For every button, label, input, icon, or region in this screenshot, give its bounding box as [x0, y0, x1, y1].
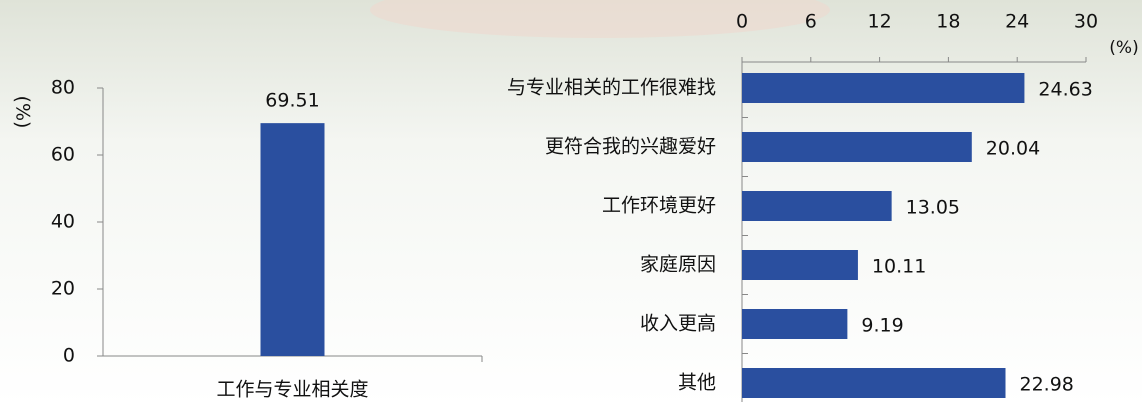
value-label: 22.98	[1020, 374, 1074, 396]
x-tick-label: 6	[805, 11, 817, 33]
x-tick-label: 工作与专业相关度	[216, 379, 368, 401]
y-axis-label: (%)	[12, 96, 34, 129]
y-tick-label: 20	[51, 278, 75, 300]
bar	[742, 250, 858, 280]
y-tick-label: 60	[51, 144, 75, 166]
bar	[260, 123, 325, 356]
value-label: 13.05	[906, 197, 960, 219]
y-tick-label: 0	[63, 345, 75, 367]
bar	[742, 132, 972, 162]
bar	[742, 191, 892, 221]
background-decoration	[370, 0, 830, 38]
x-tick-label: 0	[736, 11, 748, 33]
y-tick-label: 与专业相关的工作很难找	[507, 77, 716, 99]
y-tick-label: 收入更高	[640, 313, 716, 335]
y-tick-label: 工作环境更好	[602, 195, 716, 217]
value-label: 9.19	[861, 315, 903, 337]
bar	[742, 73, 1025, 103]
x-tick-label: 18	[936, 11, 960, 33]
y-tick-label: 家庭原因	[640, 254, 716, 276]
y-tick-label: 更符合我的兴趣爱好	[545, 136, 716, 158]
x-tick-label: 12	[868, 11, 892, 33]
y-tick-label: 其他	[678, 372, 716, 394]
x-axis-label: (%)	[1109, 38, 1138, 58]
value-label: 24.63	[1038, 79, 1092, 101]
bar	[742, 368, 1006, 398]
y-tick-label: 80	[51, 77, 75, 99]
bar	[742, 309, 848, 339]
x-tick-label: 24	[1005, 11, 1029, 33]
value-label: 69.51	[265, 90, 319, 112]
y-tick-label: 40	[51, 211, 75, 233]
value-label: 10.11	[872, 256, 926, 278]
x-tick-label: 30	[1074, 11, 1098, 33]
value-label: 20.04	[986, 138, 1040, 160]
